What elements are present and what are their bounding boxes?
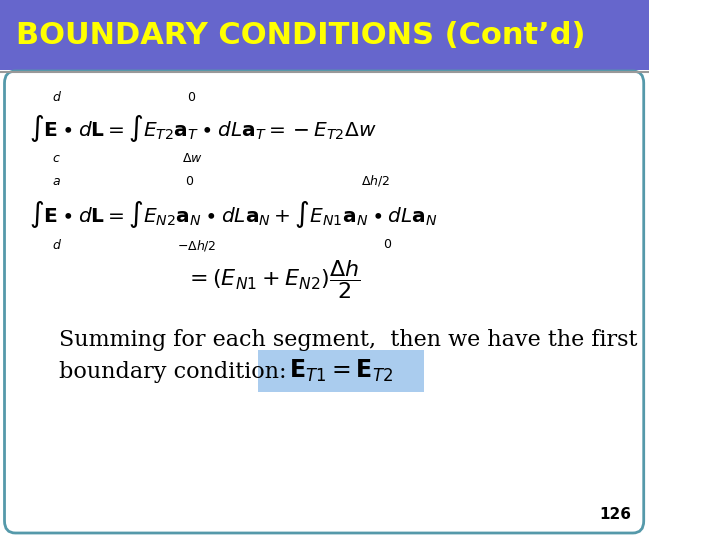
Text: Summing for each segment,  then we have the first: Summing for each segment, then we have t… [58, 329, 637, 351]
Text: $0$: $0$ [383, 238, 392, 251]
Text: $= \left(E_{N1} + E_{N2}\right)\dfrac{\Delta h}{2}$: $= \left(E_{N1} + E_{N2}\right)\dfrac{\D… [185, 259, 361, 301]
FancyBboxPatch shape [0, 0, 649, 70]
Text: boundary condition:: boundary condition: [58, 361, 286, 383]
Text: $\mathbf{E}_{T1} = \mathbf{E}_{T2}$: $\mathbf{E}_{T1} = \mathbf{E}_{T2}$ [289, 358, 393, 384]
Text: $d$: $d$ [53, 90, 62, 104]
Text: $d$: $d$ [53, 238, 62, 252]
Text: $\int \mathbf{E} \bullet d\mathbf{L} = \int E_{N2}\mathbf{a}_{N} \bullet dL\math: $\int \mathbf{E} \bullet d\mathbf{L} = \… [29, 198, 438, 230]
Text: $-\Delta h/2$: $-\Delta h/2$ [176, 238, 216, 253]
Text: $\int \mathbf{E} \bullet d\mathbf{L} = \int E_{T2}\mathbf{a}_{T} \bullet dL\math: $\int \mathbf{E} \bullet d\mathbf{L} = \… [29, 112, 377, 144]
Text: $\Delta w$: $\Delta w$ [182, 152, 203, 165]
Text: $a$: $a$ [53, 175, 61, 188]
Text: $0$: $0$ [185, 175, 194, 188]
Text: $c$: $c$ [53, 152, 61, 165]
Text: $0$: $0$ [186, 91, 196, 104]
Text: 126: 126 [599, 507, 631, 522]
FancyBboxPatch shape [258, 350, 424, 392]
Text: $\Delta h/2$: $\Delta h/2$ [361, 173, 390, 188]
Text: BOUNDARY CONDITIONS (Cont’d): BOUNDARY CONDITIONS (Cont’d) [17, 21, 586, 50]
